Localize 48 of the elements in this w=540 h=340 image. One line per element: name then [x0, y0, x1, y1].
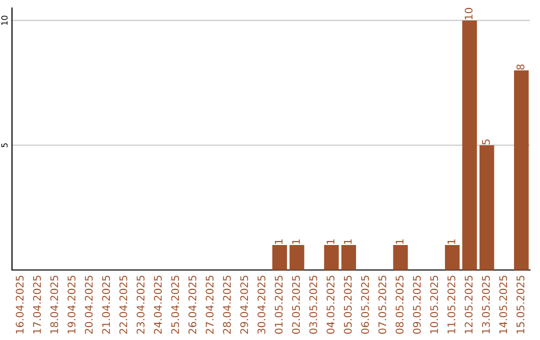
x-tick-label: 10.05.2025	[430, 276, 438, 334]
bar	[324, 245, 339, 270]
x-tick-label: 22.04.2025	[119, 276, 128, 334]
bar	[444, 245, 460, 270]
data-label: 1	[326, 239, 334, 244]
x-tick-label: 01.05.2025	[274, 276, 283, 334]
x-tick-label: 14.05.2025	[499, 276, 508, 334]
x-tick-label: 24.04.2025	[154, 276, 162, 334]
data-label: 1	[274, 239, 283, 244]
x-tick-label: 15.05.2025	[516, 276, 524, 334]
x-tick-label: 28.04.2025	[222, 276, 231, 334]
x-tick-label: 21.04.2025	[102, 276, 110, 334]
x-tick-label: 20.04.2025	[84, 276, 93, 334]
bar	[514, 70, 529, 270]
data-label: 1	[396, 239, 404, 244]
x-tick-label: 12.05.2025	[464, 276, 473, 334]
x-tick-label: 23.04.2025	[136, 276, 145, 334]
x-tick-label: 08.05.2025	[396, 276, 404, 334]
x-tick-label: 16.04.2025	[16, 276, 24, 334]
x-tick-label: 05.05.2025	[344, 276, 352, 334]
data-label: 8	[516, 64, 524, 70]
data-label: 5	[482, 140, 490, 144]
x-tick-label: 19.04.2025	[68, 276, 76, 334]
x-tick-label: 07.05.2025	[378, 276, 386, 334]
data-label: 10	[464, 8, 473, 20]
x-tick-label: 03.05.2025	[309, 276, 318, 334]
data-label: 1	[344, 239, 352, 244]
x-tick-label: 25.04.2025	[171, 276, 180, 334]
x-tick-label: 29.04.2025	[240, 276, 248, 334]
x-tick-label: 18.04.2025	[50, 276, 58, 334]
data-label: 1	[292, 239, 300, 244]
x-tick-label: 30.04.2025	[258, 276, 266, 334]
x-tick-label: 06.05.2025	[361, 276, 369, 334]
bar	[290, 245, 304, 270]
x-tick-label: 27.04.2025	[206, 276, 214, 334]
x-tick-label: 04.05.2025	[326, 276, 334, 334]
bar	[393, 245, 408, 270]
bar	[272, 245, 287, 270]
x-tick-label: 17.04.2025	[33, 276, 41, 334]
data-label: 1	[448, 239, 456, 244]
x-tick-label: 11.05.2025	[447, 276, 456, 334]
x-tick-label: 09.05.2025	[412, 276, 421, 334]
bar	[341, 245, 356, 270]
bar	[462, 20, 477, 270]
x-tick-label: 02.05.2025	[292, 276, 300, 334]
x-tick-label: 26.04.2025	[188, 276, 196, 334]
bar	[479, 145, 494, 270]
x-tick-label: 13.05.2025	[482, 276, 490, 334]
